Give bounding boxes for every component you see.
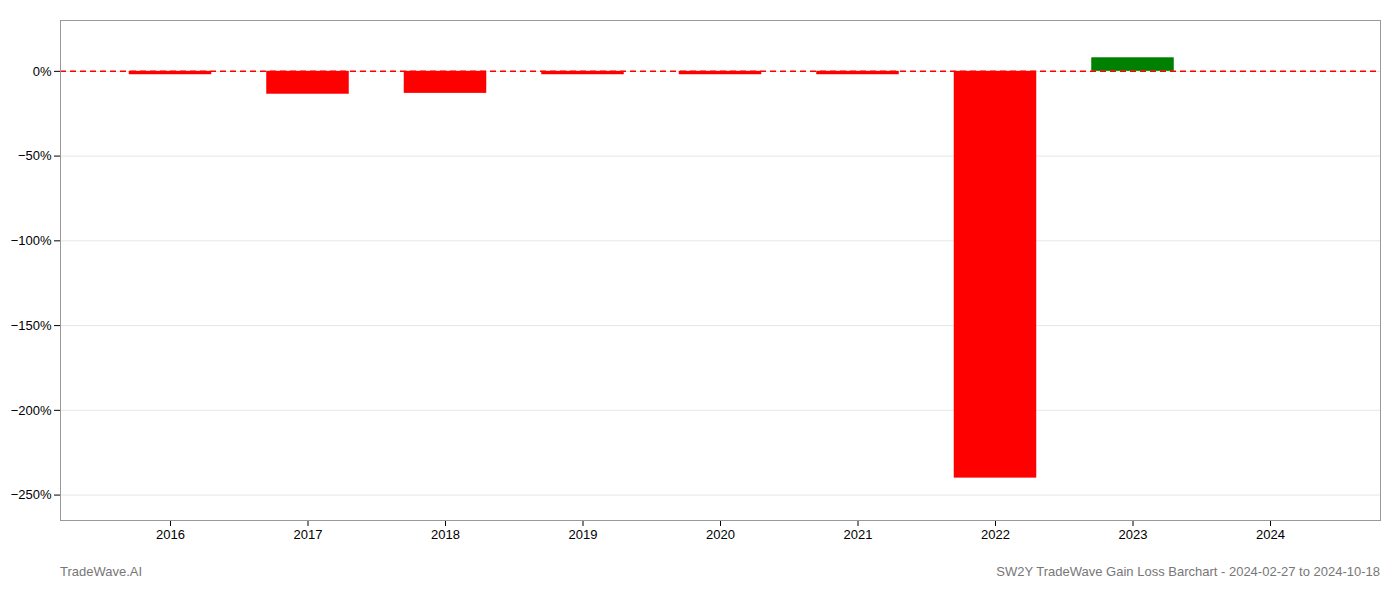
svg-text:−200%: −200% bbox=[11, 402, 52, 417]
svg-text:−150%: −150% bbox=[11, 318, 52, 333]
svg-text:2023: 2023 bbox=[1119, 527, 1148, 542]
svg-text:0%: 0% bbox=[33, 64, 52, 79]
svg-text:2021: 2021 bbox=[844, 527, 873, 542]
svg-text:2018: 2018 bbox=[431, 527, 460, 542]
svg-text:2017: 2017 bbox=[294, 527, 323, 542]
svg-text:−50%: −50% bbox=[18, 148, 52, 163]
svg-text:2022: 2022 bbox=[981, 527, 1010, 542]
svg-text:2019: 2019 bbox=[569, 527, 598, 542]
svg-text:2024: 2024 bbox=[1256, 527, 1285, 542]
svg-text:2016: 2016 bbox=[156, 527, 185, 542]
html-text:SW2Y TradeWave Gain Loss Barch: SW2Y TradeWave Gain Loss Barchart - 2024… bbox=[996, 564, 1380, 579]
svg-text:2020: 2020 bbox=[706, 527, 735, 542]
html-text:TradeWave.AI: TradeWave.AI bbox=[60, 564, 143, 579]
svg-text:−250%: −250% bbox=[11, 487, 52, 502]
svg-text:−100%: −100% bbox=[11, 233, 52, 248]
